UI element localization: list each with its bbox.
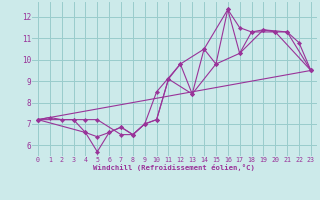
X-axis label: Windchill (Refroidissement éolien,°C): Windchill (Refroidissement éolien,°C) xyxy=(93,164,255,171)
